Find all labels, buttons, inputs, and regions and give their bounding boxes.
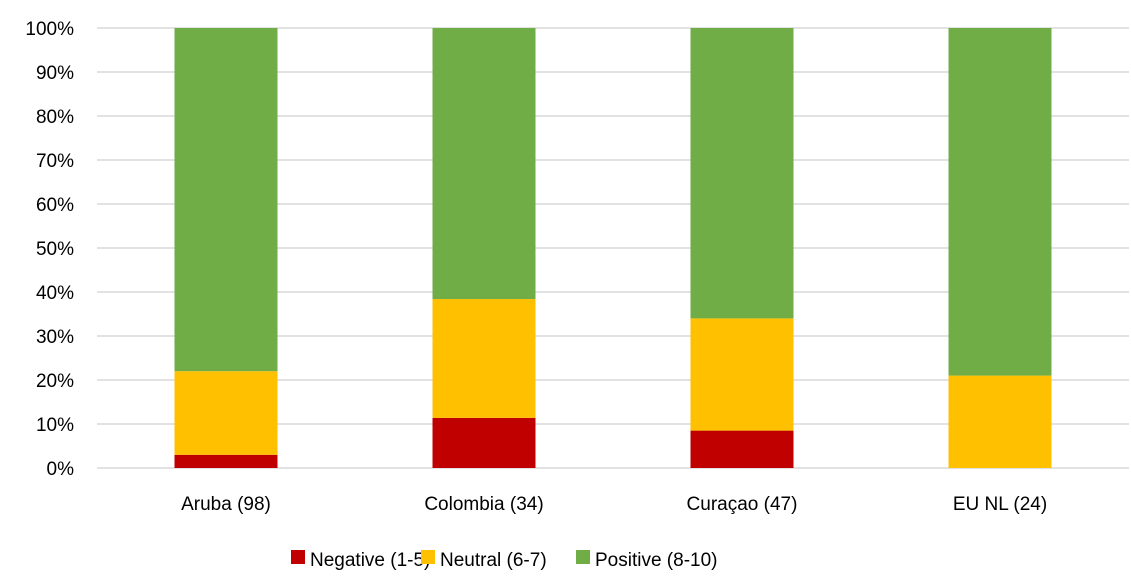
legend-swatch bbox=[576, 550, 590, 564]
legend-label: Negative (1-5) bbox=[310, 550, 430, 571]
y-tick-label: 70% bbox=[36, 151, 74, 172]
bar-segment-positive bbox=[690, 28, 794, 319]
y-tick-label: 30% bbox=[36, 327, 74, 348]
legend-swatch bbox=[291, 550, 305, 564]
y-tick-label: 90% bbox=[36, 63, 74, 84]
bar-segment-neutral bbox=[432, 299, 536, 418]
y-tick-label: 10% bbox=[36, 415, 74, 436]
bar-segment-negative bbox=[432, 417, 536, 468]
y-tick-label: 100% bbox=[25, 19, 74, 40]
legend-swatch bbox=[421, 550, 435, 564]
bar-segment-negative bbox=[174, 454, 278, 468]
x-category-label: EU NL (24) bbox=[953, 494, 1047, 515]
y-axis-tick-labels: 0% 10% 20% 30% 40% 50% 60% 70% 80% 90% 100% bbox=[25, 19, 74, 480]
bar-segment-positive bbox=[432, 28, 536, 300]
y-tick-label: 0% bbox=[47, 459, 75, 480]
x-category-label: Aruba (98) bbox=[181, 494, 271, 515]
legend-label: Positive (8-10) bbox=[595, 550, 718, 571]
x-category-label: Colombia (34) bbox=[424, 494, 543, 515]
y-tick-label: 20% bbox=[36, 371, 74, 392]
y-tick-label: 40% bbox=[36, 283, 74, 304]
bars bbox=[174, 28, 1052, 468]
bar-segment-positive bbox=[948, 28, 1052, 376]
x-axis-category-labels: Aruba (98) Colombia (34) Curaçao (47) EU NL… bbox=[181, 494, 1047, 515]
bar-segment-neutral bbox=[174, 371, 278, 455]
y-tick-label: 60% bbox=[36, 195, 74, 216]
y-tick-label: 50% bbox=[36, 239, 74, 260]
bar-segment-neutral bbox=[690, 318, 794, 431]
bar-segment-positive bbox=[174, 28, 278, 372]
legend: Negative (1-5) Neutral (6-7) Positive (8-1… bbox=[291, 550, 718, 571]
x-category-label: Curaçao (47) bbox=[687, 494, 798, 515]
bar-segment-neutral bbox=[948, 375, 1052, 468]
y-tick-label: 80% bbox=[36, 107, 74, 128]
legend-label: Neutral (6-7) bbox=[440, 550, 547, 571]
bar-segment-negative bbox=[690, 430, 794, 468]
